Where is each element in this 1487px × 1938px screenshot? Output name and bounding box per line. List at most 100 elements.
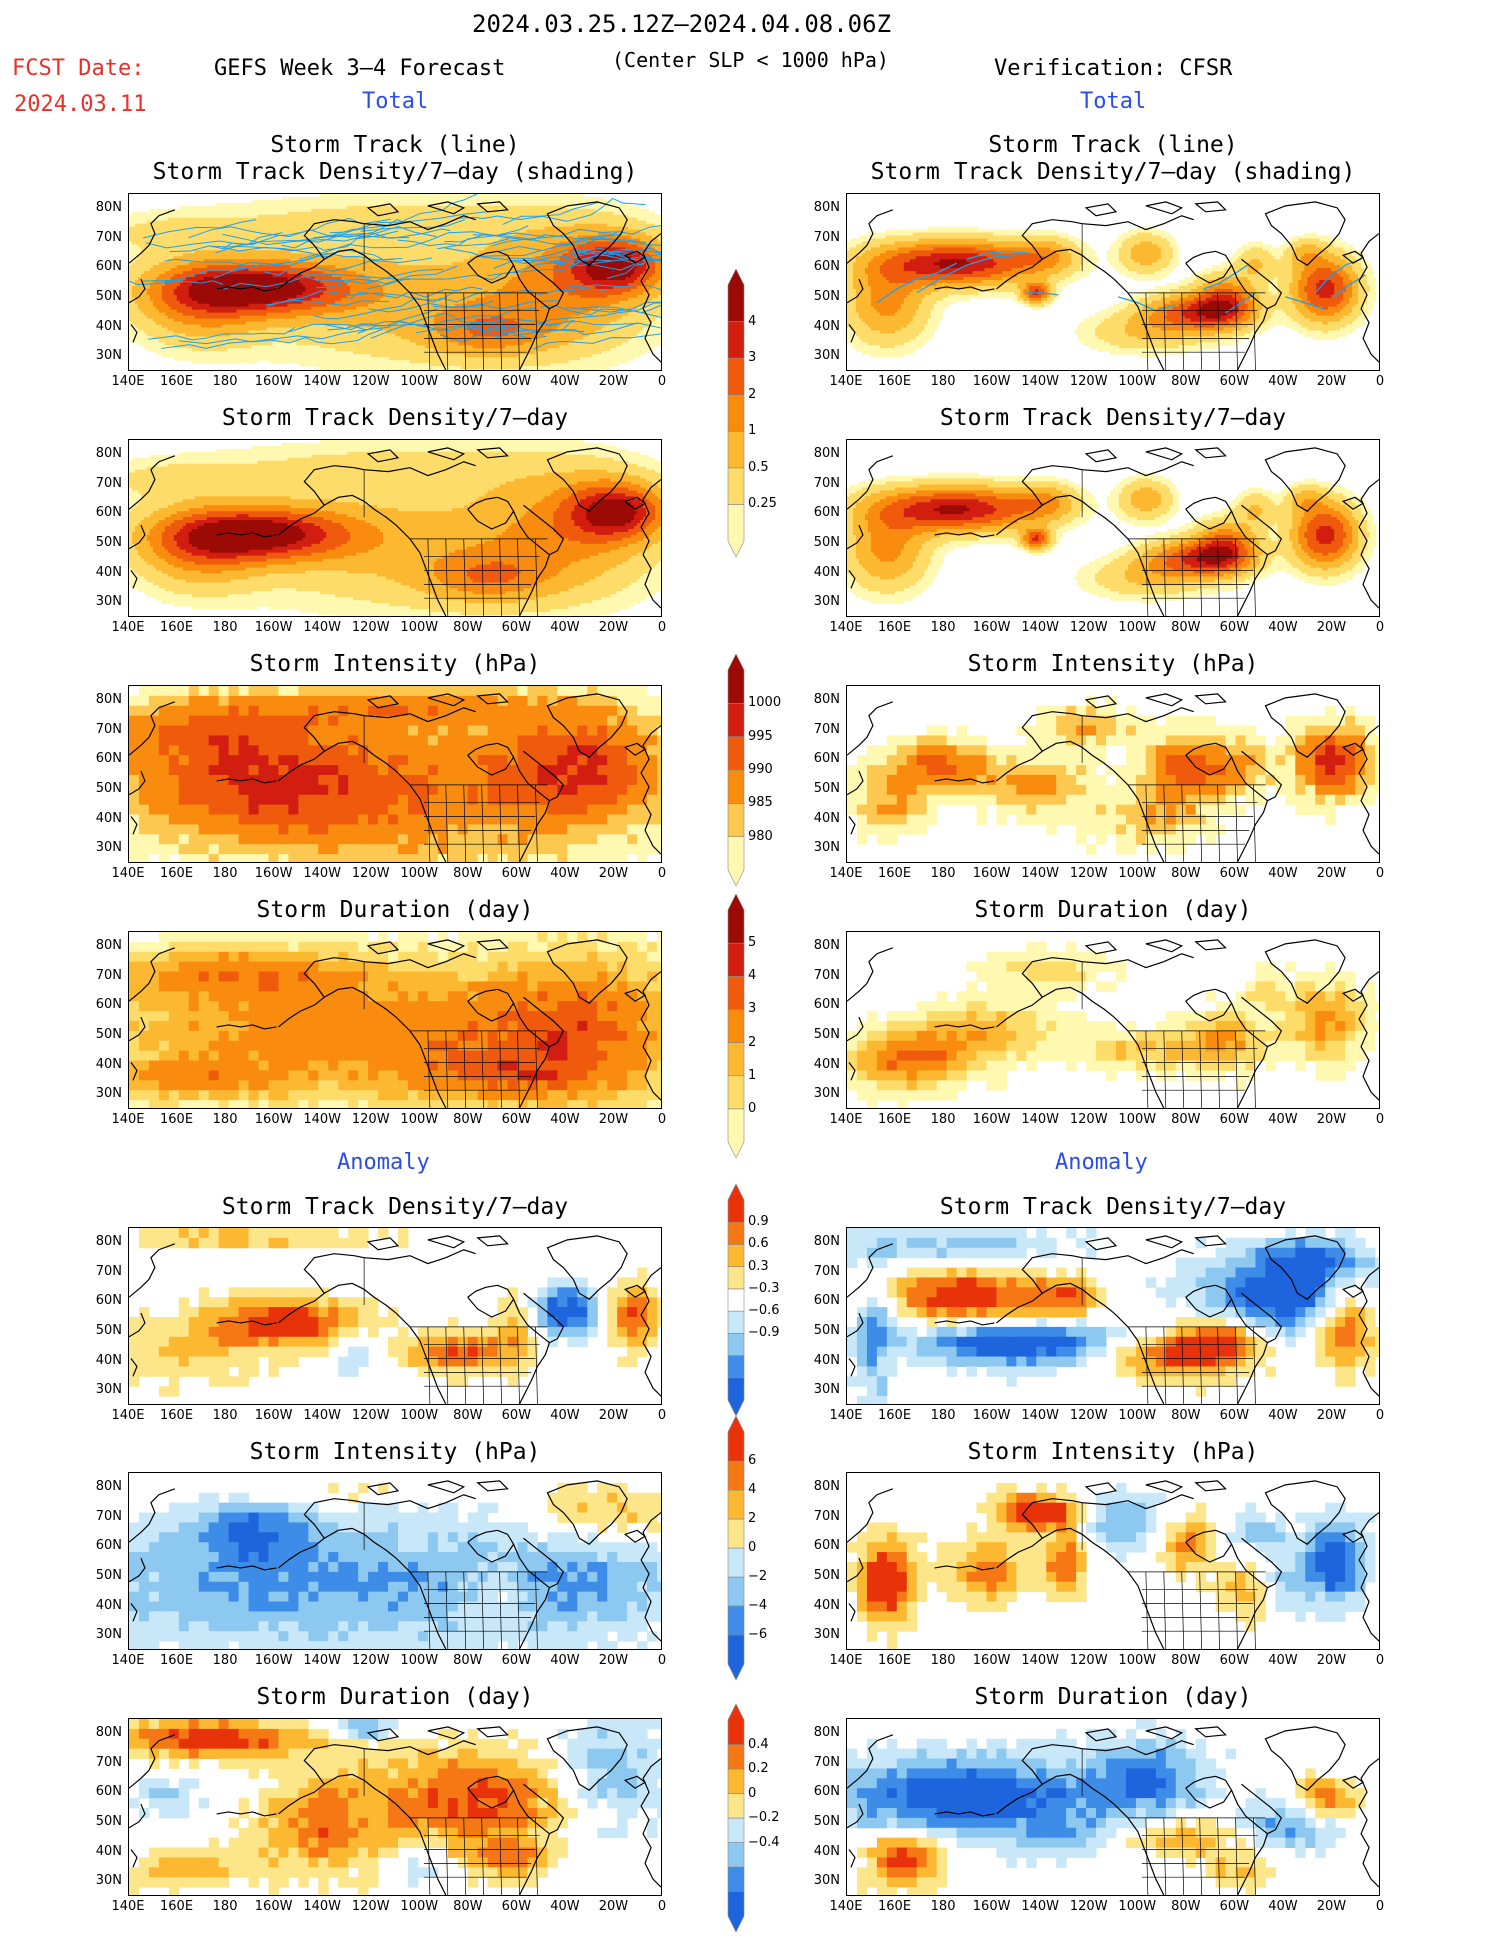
lon-tick-label: 60W [1211, 1112, 1257, 1127]
lat-tick-label: 50N [88, 535, 122, 550]
lat-tick-label: 30N [88, 594, 122, 609]
lon-tick-label: 140W [299, 1899, 345, 1914]
colorbar-intensity_anom [724, 1414, 748, 1686]
lon-tick-label: 40W [542, 1112, 588, 1127]
lat-tick-label: 60N [88, 505, 122, 520]
lat-tick-label: 70N [88, 1264, 122, 1279]
colorbar-tick-label: −0.4 [748, 1835, 780, 1850]
lon-tick-label: 80W [445, 1899, 491, 1914]
lon-tick-label: 180 [920, 1899, 966, 1914]
lon-tick-label: 0 [1357, 1112, 1403, 1127]
lon-tick-label: 140E [105, 866, 151, 881]
lon-tick-label: 40W [1260, 620, 1306, 635]
map-field [129, 1473, 661, 1649]
lon-tick-label: 160E [154, 1899, 200, 1914]
colorbar-tick-label: 1 [748, 423, 756, 438]
lon-tick-label: 0 [1357, 1653, 1403, 1668]
lon-tick-label: 100W [396, 1408, 442, 1423]
colorbar-tick-label: 0.2 [748, 1761, 769, 1776]
verification-label: Verification: CFSR [994, 56, 1232, 81]
lat-tick-label: 30N [806, 1382, 840, 1397]
lon-tick-label: 160E [154, 1653, 200, 1668]
lon-tick-label: 0 [639, 1408, 685, 1423]
map-duanom-forecast [128, 1718, 662, 1896]
lon-tick-label: 160E [154, 1408, 200, 1423]
lon-tick-label: 160W [251, 374, 297, 389]
title-density-left: Storm Track Density/7–day [128, 405, 662, 431]
lon-tick-label: 160W [969, 620, 1015, 635]
lat-tick-label: 60N [806, 505, 840, 520]
lon-tick-label: 60W [493, 620, 539, 635]
lat-tick-label: 40N [88, 565, 122, 580]
lat-tick-label: 30N [806, 1086, 840, 1101]
lat-tick-label: 30N [88, 1627, 122, 1642]
lat-tick-label: 50N [88, 781, 122, 796]
lon-tick-label: 140E [105, 1653, 151, 1668]
lat-tick-label: 70N [88, 968, 122, 983]
lon-tick-label: 100W [396, 1112, 442, 1127]
lat-tick-label: 60N [806, 259, 840, 274]
lat-tick-label: 70N [88, 476, 122, 491]
lon-tick-label: 140E [823, 866, 869, 881]
map-field [129, 1228, 661, 1404]
lat-tick-label: 60N [88, 751, 122, 766]
lon-tick-label: 140W [1017, 1653, 1063, 1668]
lat-tick-label: 80N [806, 1479, 840, 1494]
lon-tick-label: 160W [969, 1408, 1015, 1423]
map-field [129, 1719, 661, 1895]
lat-tick-label: 70N [806, 230, 840, 245]
lon-tick-label: 140E [105, 1899, 151, 1914]
lon-tick-label: 60W [1211, 374, 1257, 389]
lon-tick-label: 120W [348, 1653, 394, 1668]
lon-tick-label: 20W [1308, 1899, 1354, 1914]
lon-tick-label: 160E [872, 1112, 918, 1127]
map-intensity-verification [846, 685, 1380, 863]
title-duration-anom-left: Storm Duration (day) [128, 1684, 662, 1710]
lat-tick-label: 50N [88, 1027, 122, 1042]
lon-tick-label: 40W [1260, 1653, 1306, 1668]
lat-tick-label: 50N [806, 1027, 840, 1042]
lon-tick-label: 100W [396, 1653, 442, 1668]
lat-tick-label: 80N [806, 1725, 840, 1740]
colorbar-tick-label: −0.6 [748, 1303, 780, 1318]
lon-tick-label: 0 [639, 374, 685, 389]
lon-tick-label: 60W [1211, 1408, 1257, 1423]
lon-tick-label: 140E [823, 1408, 869, 1423]
lon-tick-label: 140E [823, 1653, 869, 1668]
colorbar-tick-label: −0.2 [748, 1810, 780, 1825]
lon-tick-label: 160W [969, 374, 1015, 389]
lon-tick-label: 120W [1066, 374, 1112, 389]
lon-tick-label: 40W [542, 374, 588, 389]
colorbar-duration_total [724, 892, 748, 1164]
lon-tick-label: 80W [445, 1112, 491, 1127]
lon-tick-label: 20W [590, 1112, 636, 1127]
map-field [847, 686, 1379, 862]
lon-tick-label: 80W [1163, 1112, 1209, 1127]
lon-tick-label: 140W [1017, 1112, 1063, 1127]
colorbar-tick-label: −2 [748, 1569, 767, 1584]
lat-tick-label: 30N [88, 1382, 122, 1397]
lon-tick-label: 20W [590, 1408, 636, 1423]
map-danom-forecast [128, 1227, 662, 1405]
lat-tick-label: 30N [806, 1627, 840, 1642]
lat-tick-label: 80N [88, 1234, 122, 1249]
lon-tick-label: 0 [1357, 1899, 1403, 1914]
colorbar-tick-label: 980 [748, 829, 773, 844]
lon-tick-label: 160E [872, 374, 918, 389]
fcst-date-value: 2024.03.11 [14, 92, 146, 117]
colorbar-tick-label: −4 [748, 1598, 767, 1613]
lat-tick-label: 80N [88, 446, 122, 461]
lon-tick-label: 100W [396, 374, 442, 389]
lat-tick-label: 70N [806, 1264, 840, 1279]
lon-tick-label: 40W [1260, 1899, 1306, 1914]
map-duanom-verification [846, 1718, 1380, 1896]
lon-tick-label: 80W [445, 1653, 491, 1668]
lat-tick-label: 40N [88, 319, 122, 334]
lon-tick-label: 40W [1260, 374, 1306, 389]
lat-tick-label: 60N [88, 259, 122, 274]
lat-tick-label: 60N [806, 997, 840, 1012]
lat-tick-label: 40N [806, 565, 840, 580]
colorbar-tick-label: 0 [748, 1101, 756, 1116]
colorbar-tick-label: 0 [748, 1540, 756, 1555]
lon-tick-label: 100W [396, 866, 442, 881]
